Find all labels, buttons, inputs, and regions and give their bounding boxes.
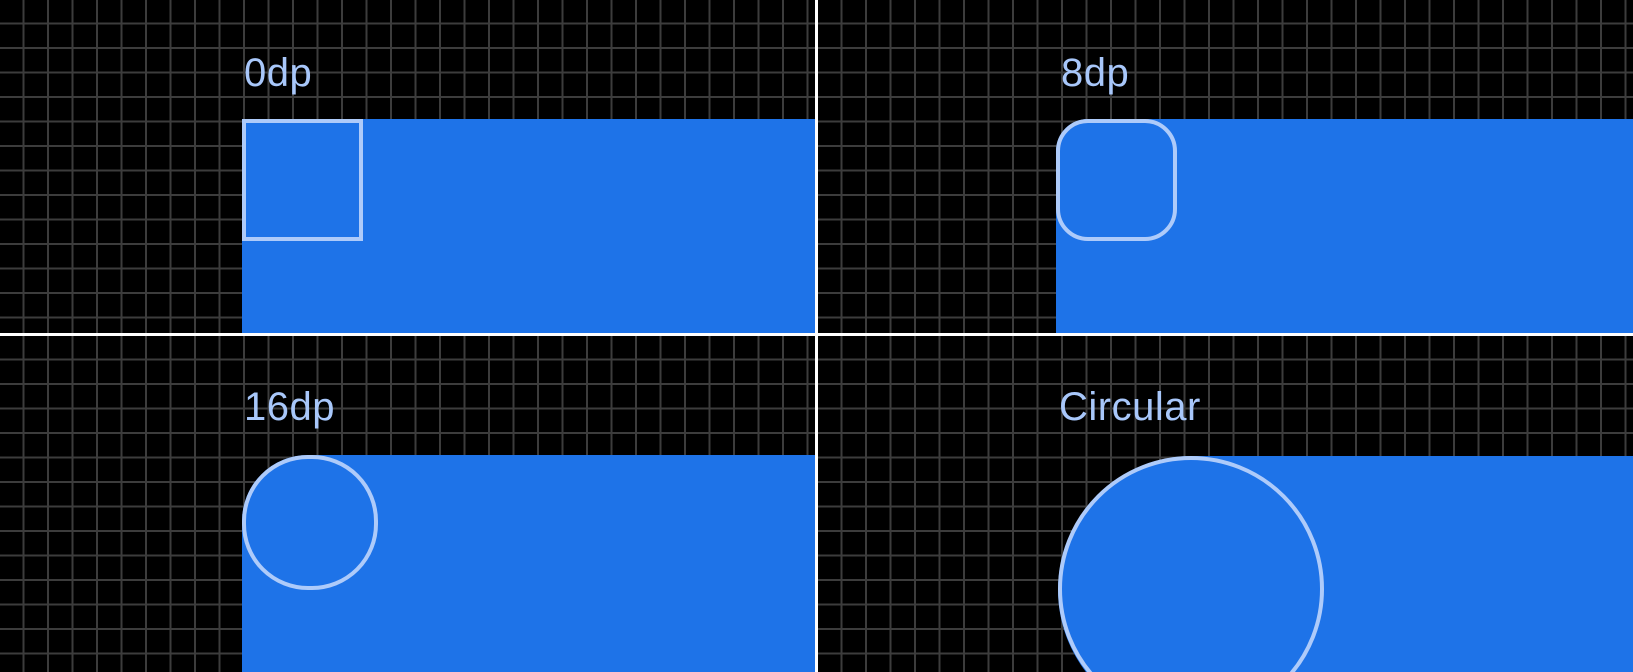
corner-highlight-8dp xyxy=(1056,119,1177,241)
panel-label-8dp: 8dp xyxy=(1061,51,1130,95)
panel-label-16dp: 16dp xyxy=(244,385,335,429)
panel-16dp: 16dp xyxy=(0,336,815,672)
panel-label-0dp: 0dp xyxy=(244,51,313,95)
panel-circular: Circular xyxy=(818,336,1633,672)
corner-highlight-0dp xyxy=(242,119,363,241)
panel-label-circular: Circular xyxy=(1059,385,1201,429)
panel-0dp: 0dp xyxy=(0,0,815,333)
demo-card-0dp xyxy=(242,119,815,333)
corner-highlight-16dp xyxy=(242,455,378,590)
panel-8dp: 8dp xyxy=(818,0,1633,333)
